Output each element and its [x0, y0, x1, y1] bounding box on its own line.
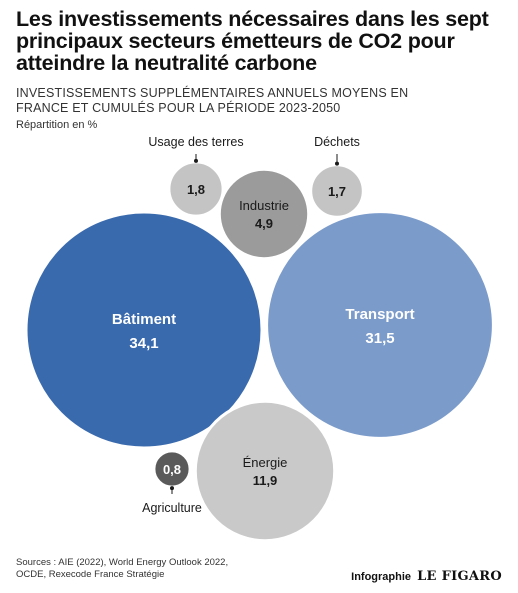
source-note: Sources : AIE (2022), World Energy Outlo…: [16, 557, 229, 580]
bubble-value-dechets: 1,7: [328, 184, 346, 199]
bubble-group-usage-des-terres: 1,8 Usage des terres: [148, 135, 244, 218]
bubble-label-transport: Transport: [345, 306, 414, 323]
bubble-label-batiment: Bâtiment: [112, 311, 176, 328]
bubble-group-transport: Transport 31,5: [265, 210, 495, 440]
bubble-value-batiment: 34,1: [129, 335, 158, 352]
bubble-value-industrie: 4,9: [255, 216, 273, 231]
bubble-group-batiment: Bâtiment 34,1: [24, 210, 264, 450]
unit-label: Répartition en %: [16, 119, 98, 131]
leader-dot-dechets: [335, 161, 339, 166]
bubble-group-energie: Énergie 11,9: [193, 399, 337, 543]
chart-title: Les investissements nécessaires dans les…: [16, 7, 489, 75]
bubble-label-dechets: Déchets: [314, 135, 360, 149]
bubble-label-agriculture: Agriculture: [142, 501, 202, 515]
bubble-label-energie: Énergie: [243, 455, 288, 470]
bubble-value-energie: 11,9: [253, 473, 278, 488]
bubble-label-industrie: Industrie: [239, 198, 289, 213]
bubble-value-usage-des-terres: 1,8: [187, 182, 205, 197]
brand-logo: LE FIGARO: [417, 569, 502, 584]
bubble-value-agriculture: 0,8: [163, 462, 181, 477]
bubble-value-transport: 31,5: [365, 330, 394, 347]
bubble-group-agriculture: 0,8 Agriculture: [142, 449, 202, 515]
bubble-group-industrie: Industrie 4,9: [217, 167, 311, 261]
bubble-batiment: [24, 210, 264, 450]
bubble-label-usage-des-terres: Usage des terres: [148, 135, 243, 149]
bubble-transport: [265, 210, 495, 440]
credit-label: Infographie: [351, 571, 412, 583]
bubble-group-dechets: 1,7 Déchets: [309, 135, 365, 219]
bubble-industrie: [217, 167, 311, 261]
chart-subtitle: INVESTISSEMENTS SUPPLÉMENTAIRES ANNUELS …: [16, 86, 409, 115]
leader-dot-usage-des-terres: [194, 158, 198, 163]
credit: Infographie LE FIGARO: [351, 569, 502, 584]
leader-dot-agriculture: [170, 486, 174, 491]
bubble-energie: [193, 399, 337, 543]
